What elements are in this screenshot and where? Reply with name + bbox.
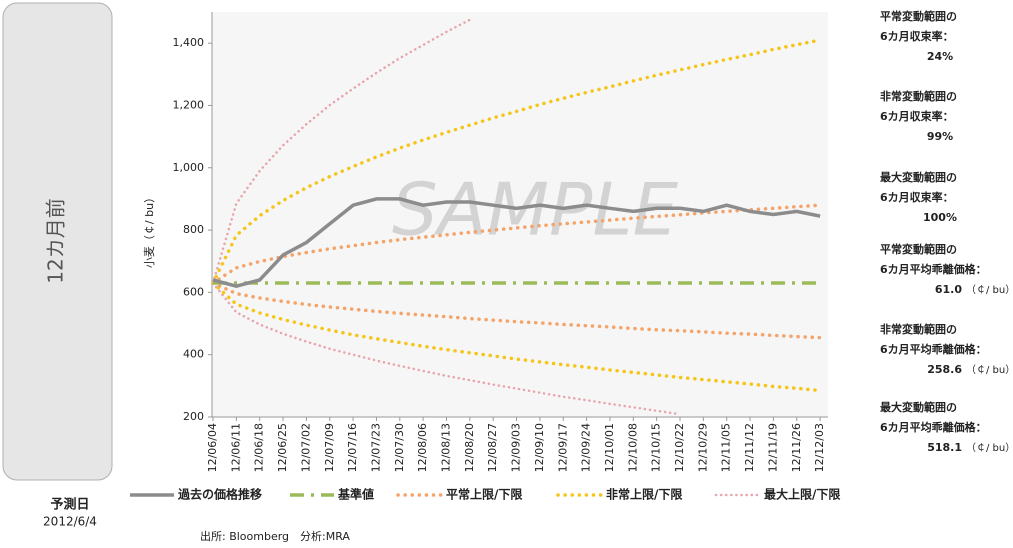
x-tick-label: 12/07/30 bbox=[393, 423, 406, 472]
x-tick-label: 12/10/01 bbox=[603, 423, 616, 472]
y-tick-label: 800 bbox=[183, 223, 204, 236]
note-value: 61.0 bbox=[935, 283, 962, 296]
legend-label: 非常上限/下限 bbox=[606, 487, 682, 502]
x-tick-label: 12/11/05 bbox=[720, 423, 733, 472]
series-line bbox=[211, 281, 822, 340]
note-line: 6カ月収束率： bbox=[880, 190, 954, 204]
note-value: 518.1 bbox=[927, 441, 962, 454]
legend-label: 基準値 bbox=[337, 487, 374, 502]
x-tick-label: 12/10/22 bbox=[673, 423, 686, 472]
note-unit: （￠/ bu） bbox=[966, 364, 1013, 376]
period-label: 12カ月前 bbox=[44, 198, 68, 283]
x-tick-label: 12/08/27 bbox=[486, 423, 499, 472]
x-tick-label: 12/11/26 bbox=[790, 423, 803, 472]
x-tick-label: 12/10/15 bbox=[650, 423, 663, 472]
x-tick-label: 12/08/20 bbox=[463, 423, 476, 472]
note-line: 平常変動範囲の bbox=[880, 242, 957, 256]
series-line bbox=[211, 203, 822, 285]
x-tick-label: 12/08/13 bbox=[440, 423, 453, 472]
forecast-date: 2012/6/4 bbox=[43, 515, 97, 529]
note-line: 非常変動範囲の bbox=[880, 89, 957, 103]
x-tick-label: 12/10/08 bbox=[626, 423, 639, 472]
period-box bbox=[2, 2, 113, 481]
legend-label: 過去の価格推移 bbox=[177, 487, 262, 502]
x-tick-label: 12/09/10 bbox=[533, 423, 546, 472]
legend-label: 最大上限/下限 bbox=[764, 487, 840, 502]
series-line bbox=[211, 281, 682, 416]
legend-label: 平常上限/下限 bbox=[446, 487, 522, 502]
note-line: 6カ月平均乖離価格： bbox=[880, 420, 987, 434]
x-tick-label: 12/12/03 bbox=[813, 423, 826, 472]
note-unit: （￠/ bu） bbox=[966, 442, 1013, 454]
source: 出所: Bloomberg 分析:MRA bbox=[200, 529, 350, 543]
series-line bbox=[211, 38, 822, 285]
x-tick-label: 12/07/16 bbox=[346, 423, 359, 472]
note-line: 最大変動範囲の bbox=[880, 170, 957, 184]
forecast-label: 予測日 bbox=[50, 497, 89, 513]
x-tick-label: 12/08/06 bbox=[416, 423, 429, 472]
y-tick-label: 400 bbox=[183, 348, 204, 361]
x-tick-label: 12/06/25 bbox=[276, 423, 289, 472]
y-tick-label: 200 bbox=[183, 410, 204, 423]
y-tick-label: 1,000 bbox=[173, 161, 205, 174]
series-line bbox=[212, 197, 821, 289]
y-tick-label: 600 bbox=[183, 285, 204, 298]
x-tick-label: 12/07/02 bbox=[299, 423, 312, 472]
note-value: 258.6 bbox=[927, 363, 962, 376]
note-value: 100% bbox=[923, 211, 957, 224]
y-tick-label: 1,400 bbox=[173, 36, 205, 49]
note-unit: （￠/ bu） bbox=[966, 284, 1013, 296]
note-line: 6カ月平均乖離価格： bbox=[880, 262, 987, 276]
x-tick-label: 12/10/29 bbox=[696, 423, 709, 472]
x-tick-label: 12/06/11 bbox=[229, 423, 242, 472]
y-axis-label: 小麦（￠/ bu） bbox=[143, 192, 156, 268]
x-tick-label: 12/09/17 bbox=[556, 423, 569, 472]
y-tick-label: 1,200 bbox=[173, 98, 205, 111]
x-tick-label: 12/06/18 bbox=[253, 423, 266, 472]
x-tick-label: 12/06/04 bbox=[206, 423, 219, 472]
x-tick-label: 12/11/19 bbox=[766, 423, 779, 472]
x-tick-label: 12/09/03 bbox=[510, 423, 523, 472]
note-value: 99% bbox=[927, 130, 953, 143]
note-value: 24% bbox=[927, 50, 953, 63]
note-line: 平常変動範囲の bbox=[880, 9, 957, 23]
x-tick-label: 12/09/24 bbox=[580, 423, 593, 472]
x-tick-label: 12/11/12 bbox=[743, 423, 756, 472]
x-tick-label: 12/07/09 bbox=[323, 423, 336, 472]
note-line: 6カ月平均乖離価格： bbox=[880, 342, 987, 356]
note-line: 6カ月収束率： bbox=[880, 109, 954, 123]
note-line: 非常変動範囲の bbox=[880, 322, 957, 336]
note-line: 6カ月収束率： bbox=[880, 29, 954, 43]
plot-area bbox=[212, 12, 828, 417]
series-line bbox=[211, 281, 822, 393]
x-tick-label: 12/07/23 bbox=[369, 423, 382, 472]
note-line: 最大変動範囲の bbox=[880, 400, 957, 414]
series-line bbox=[211, 18, 472, 285]
